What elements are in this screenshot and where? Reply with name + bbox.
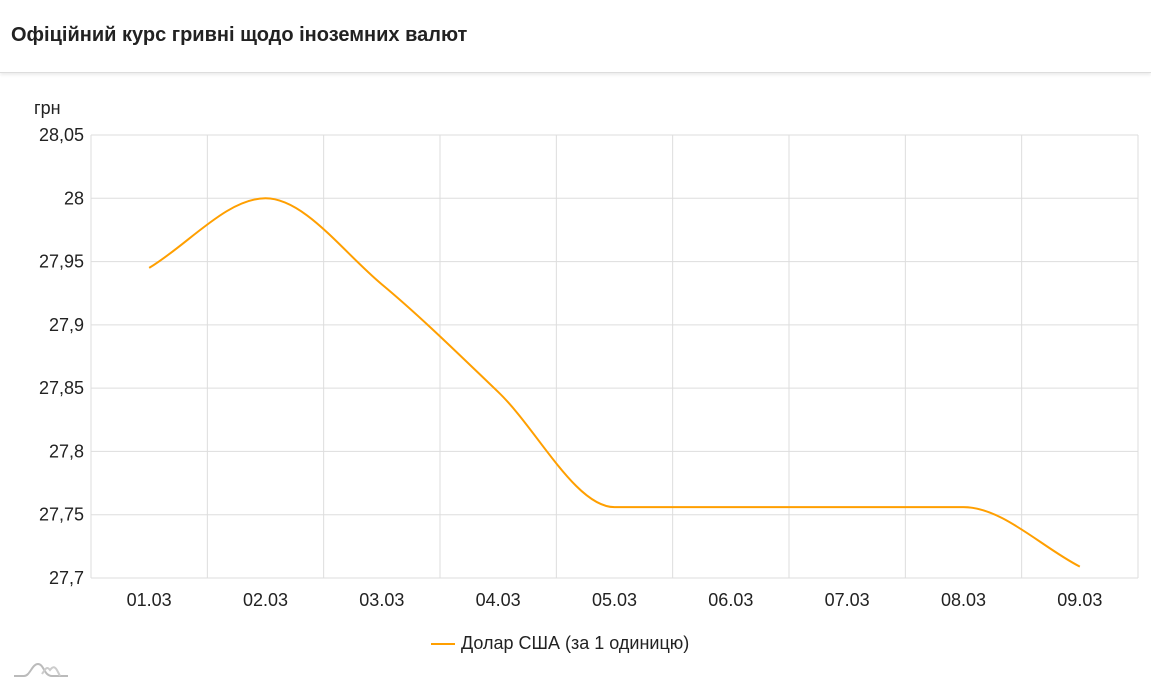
header: Офіційний курс гривні щодо іноземних вал… <box>0 0 1151 73</box>
x-tick-label: 07.03 <box>825 590 870 610</box>
x-tick-label: 01.03 <box>127 590 172 610</box>
x-tick-label: 05.03 <box>592 590 637 610</box>
x-tick-label: 08.03 <box>941 590 986 610</box>
x-tick-label: 03.03 <box>359 590 404 610</box>
x-tick-label: 06.03 <box>708 590 753 610</box>
y-tick-label: 27,85 <box>39 378 84 398</box>
x-tick-label: 02.03 <box>243 590 288 610</box>
y-tick-label: 27,75 <box>39 505 84 525</box>
y-tick-label: 28,05 <box>39 125 84 145</box>
legend-item[interactable]: Долар США (за 1 одиницю) <box>431 633 689 654</box>
legend-label: Долар США (за 1 одиницю) <box>461 633 690 653</box>
x-tick-label: 09.03 <box>1057 590 1102 610</box>
page-title: Офіційний курс гривні щодо іноземних вал… <box>11 24 468 46</box>
y-tick-label: 27,7 <box>49 568 84 588</box>
legend-swatch <box>431 642 455 645</box>
logo-icon <box>14 662 68 677</box>
y-tick-label: 28 <box>64 188 84 208</box>
series-line <box>148 197 1081 568</box>
y-tick-label: 27,9 <box>49 315 84 335</box>
y-tick-label: 27,95 <box>39 252 84 272</box>
y-axis-label: грн <box>34 98 61 118</box>
y-tick-label: 27,8 <box>49 441 84 461</box>
x-tick-label: 04.03 <box>476 590 521 610</box>
